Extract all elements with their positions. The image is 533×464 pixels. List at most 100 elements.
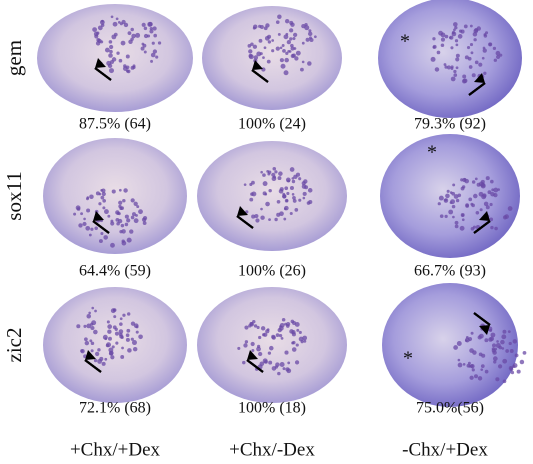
stain-dot [432,45,436,49]
stain-dot [289,37,293,41]
stain-dot [285,324,290,328]
stain-dot [484,338,489,343]
embryo [380,134,520,258]
stain-dot [284,198,289,203]
stain-dot [99,19,105,25]
stain-dot [461,185,466,189]
stain-dot [126,328,131,333]
stain-dot [481,56,485,60]
stain-dot [483,33,487,37]
arrow-head [93,211,104,221]
stain-dot [450,67,454,70]
stain-dot [102,206,106,210]
caption: 75.0%(56) [416,400,484,417]
stain-dot [502,358,508,364]
stain-dot [465,339,468,343]
stain-dot [280,336,284,340]
arrow-head [95,58,106,68]
stain-dot [471,368,475,372]
stain-dot [285,32,289,36]
stain-dot [244,325,249,330]
stain-dot [247,44,252,48]
stain-dot [250,42,254,47]
stain-dot [94,309,97,313]
stain-dot [291,347,297,352]
stain-dot [94,226,98,231]
stain-dot [255,218,260,223]
stain-dot [123,188,128,193]
stain-dot [150,52,156,58]
stain-dot [284,186,289,191]
stain-dot [90,322,94,326]
stain-dot [519,359,525,365]
stain-dot [126,237,132,243]
stain-dot [120,355,125,359]
stain-dot [256,346,261,352]
stain-dot [452,183,456,187]
stain-dot [84,337,88,342]
stain-dot [106,342,112,348]
arrow [251,69,269,83]
stain-dot [277,32,281,36]
stain-dot [86,313,92,319]
stain-dot [131,33,136,39]
arrow [473,312,491,326]
arrow [94,67,112,81]
stain-dot [258,335,262,340]
stain-dot [449,35,454,40]
stain-dot [120,223,125,228]
stain-dot [243,343,248,348]
stain-dot [150,59,154,63]
stain-dot [107,324,113,329]
stain-dot [298,330,302,334]
stain-dot [282,49,286,53]
stain-dot [112,308,116,312]
stain-dot [275,362,280,367]
stain-dot [268,360,273,365]
stain-dot [453,28,456,32]
stain-dot [147,34,151,38]
stain-dot [296,328,300,332]
stain-dot [462,177,467,183]
stain-dot [86,208,91,213]
stain-dot [449,191,453,194]
stain-dot [140,46,145,51]
arrow [92,220,110,234]
stain-dot [454,224,459,229]
caption: 100% (24) [238,116,306,133]
stain-dot [97,25,103,31]
stain-dot [284,19,290,24]
stain-dot [116,51,120,55]
stain-dot [291,193,295,196]
stain-dot [132,346,138,352]
stain-dot [130,215,135,220]
asterisk: * [403,348,413,370]
stain-dot [260,170,263,174]
stain-dot [294,56,299,61]
stain-dot [262,56,265,60]
stain-dot [126,312,131,316]
stain-dot [461,78,467,84]
stain-dot [474,28,479,33]
stain-dot [143,50,147,54]
row-label: sox11 [2,171,26,220]
stain-dot [308,29,312,33]
stain-dot [253,324,258,328]
stain-dot [444,198,448,202]
stain-dot [522,350,527,355]
arrow-head [247,350,258,360]
stain-dot [254,213,259,219]
stain-dot [473,38,477,42]
stain-dot [444,34,449,39]
stain-dot [452,215,455,219]
stain-dot [152,49,158,54]
stain-dot [119,317,123,321]
stain-dot [516,369,521,374]
stain-dot [478,62,483,67]
stain-dot [90,227,94,231]
stain-dot [98,202,102,206]
stain-dot [489,217,494,222]
stain-dot [263,332,268,337]
stain-dot [237,346,241,350]
stain-dot [276,199,281,204]
